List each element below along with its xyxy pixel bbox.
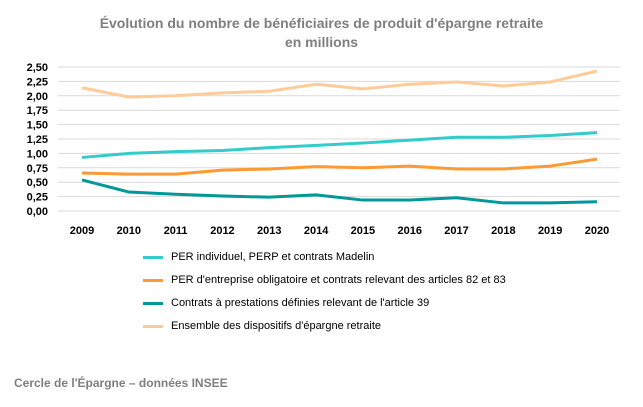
y-tick-label: 1,25 [27,134,48,146]
legend-item: Ensemble des dispositifs d'épargne retra… [143,320,381,332]
x-tick-label: 2019 [538,225,562,237]
legend-label: PER individuel, PERP et contrats Madelin [171,251,375,263]
legend-label: Contrats à prestations définies relevant… [171,297,430,309]
y-tick-label: 0,25 [27,192,48,204]
line-chart: 0,00 0,25 0,50 0,75 1,00 1,25 1,50 1,75 2,00 2,25… [27,62,620,237]
x-tick-label: 2010 [117,225,141,237]
legend-swatch [143,278,163,282]
y-tick-label: 2,25 [27,76,48,88]
series-line-2 [81,157,598,176]
y-tick-label: 1,50 [27,120,48,132]
legend-swatch [143,301,163,305]
chart-title: Évolution du nombre de bénéficiaires de … [0,14,643,52]
subtitle-text: en millions [284,34,359,50]
y-tick-label: 0,00 [27,206,48,218]
source-footer: Cercle de l'Épargne – données INSEE [14,376,228,390]
y-tick-label: 0,75 [27,163,48,175]
y-tick-label: 2,50 [27,62,48,74]
series-line-1 [81,131,598,159]
x-tick-label: 2013 [257,225,281,237]
x-tick-label: 2016 [397,225,421,237]
x-tick-label: 2009 [70,225,94,237]
y-tick-label: 1,75 [27,105,48,117]
y-tick-label: 0,50 [27,177,48,189]
series-line-4 [81,69,598,99]
x-tick-label: 2015 [351,225,375,237]
legend-label: PER d'entreprise obligatoire et contrats… [171,274,506,286]
legend-item: PER d'entreprise obligatoire et contrats… [143,274,506,286]
x-tick-label: 2017 [444,225,468,237]
x-tick-label: 2014 [304,225,329,237]
y-tick-label: 2,00 [27,91,48,103]
legend-swatch [143,324,163,328]
x-tick-label: 2012 [210,225,234,237]
title-text: Évolution du nombre de bénéficiaires de … [99,15,544,31]
legend-item: PER individuel, PERP et contrats Madelin [143,251,374,263]
y-tick-label: 1,00 [27,148,48,160]
series-line-3 [81,178,598,205]
x-tick-label: 2020 [585,225,609,237]
legend-swatch [143,255,163,259]
legend-label: Ensemble des dispositifs d'épargne retra… [171,320,381,332]
x-tick-label: 2018 [491,225,515,237]
x-tick-label: 2011 [164,225,188,237]
legend-item: Contrats à prestations définies relevant… [143,297,429,309]
